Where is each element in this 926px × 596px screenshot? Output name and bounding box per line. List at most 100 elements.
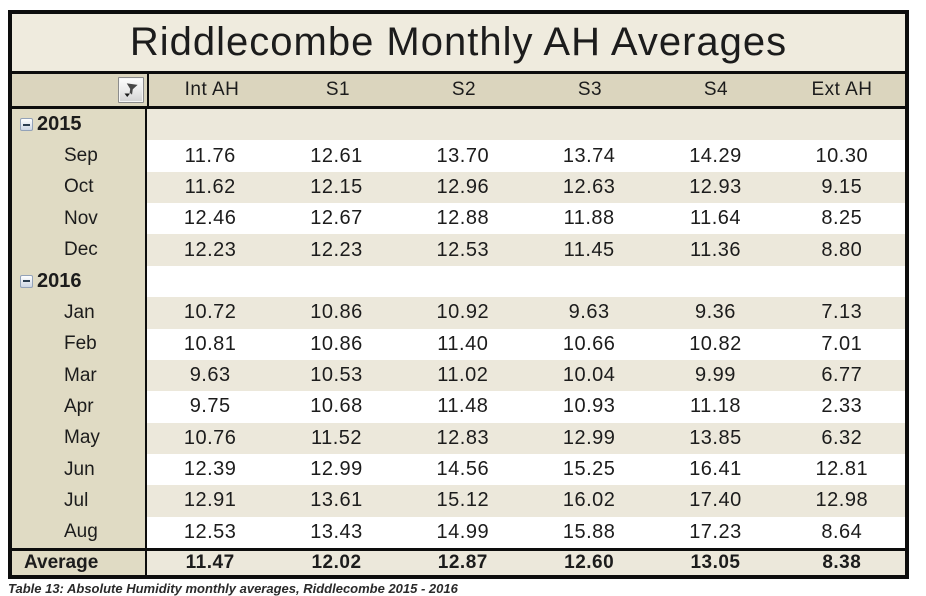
data-cell: 12.53 — [183, 520, 237, 543]
data-cell: 12.15 — [310, 175, 363, 198]
column-header-s3: S3 — [577, 79, 603, 100]
funnel-icon — [122, 81, 140, 99]
data-cell: 11.64 — [689, 207, 742, 230]
data-cell: 2.33 — [821, 395, 863, 418]
data-cell — [273, 109, 399, 140]
data-cell: 9.99 — [695, 364, 736, 387]
data-cell — [779, 109, 905, 140]
group-label-2016: 2016 — [12, 265, 147, 298]
data-cell: 10.04 — [562, 364, 616, 387]
data-cell: 12.99 — [562, 426, 616, 449]
table-row-sep: Sep 11.76 12.61 13.70 13.74 14.29 10.30 — [12, 140, 905, 172]
data-cell: 11.45 — [563, 238, 615, 261]
data-cell: 10.30 — [815, 144, 869, 167]
row-label-mar: Mar — [12, 359, 147, 392]
table-row-apr: Apr 9.75 10.68 11.48 10.93 11.18 2.33 — [12, 391, 905, 423]
minus-box-icon — [23, 123, 30, 126]
data-cell: 14.99 — [436, 520, 490, 543]
data-cell — [526, 109, 652, 140]
data-cell: 12.23 — [183, 238, 237, 261]
data-cell: 9.75 — [189, 395, 231, 418]
table-row-jul: Jul 12.91 13.61 15.12 16.02 17.40 12.98 — [12, 485, 905, 517]
data-cell — [526, 266, 652, 297]
collapse-button-2016[interactable] — [20, 274, 33, 288]
row-cells: 10.76 11.52 12.83 12.99 13.85 6.32 — [147, 422, 905, 454]
group-row-2016: 2016 — [12, 265, 905, 298]
table-title-band: Riddlecombe Monthly AH Averages — [12, 14, 905, 74]
table-row-may: May 10.76 11.52 12.83 12.99 13.85 6.32 — [12, 422, 905, 454]
minus-box-icon — [23, 280, 30, 283]
data-cell: 11.88 — [563, 207, 615, 230]
data-cell: 11.48 — [437, 395, 489, 418]
data-cell: 12.67 — [310, 207, 363, 230]
data-cell: 8.25 — [821, 207, 863, 230]
group-label-2015: 2015 — [12, 109, 147, 141]
row-cells: 12.39 12.99 14.56 15.25 16.41 12.81 — [147, 453, 905, 486]
data-cell: 10.93 — [562, 395, 616, 418]
data-cell: 10.66 — [562, 332, 616, 355]
average-cell: 12.60 — [564, 552, 615, 573]
column-header-int-ah: Int AH — [184, 79, 240, 100]
row-label-feb: Feb — [12, 328, 147, 360]
pivot-table: Riddlecombe Monthly AH Averages Int AH S1… — [8, 10, 909, 579]
header-row: Int AH S1 S2 S3 S4 Ext AH — [12, 74, 905, 109]
table-row-aug: Aug 12.53 13.43 14.99 15.88 17.23 8.64 — [12, 516, 905, 549]
data-cell: 9.63 — [568, 301, 610, 324]
table-caption: Table 13: Absolute Humidity monthly aver… — [8, 581, 458, 596]
data-cell: 13.70 — [436, 144, 490, 167]
data-cell: 12.81 — [815, 458, 869, 481]
data-cell: 12.88 — [436, 207, 490, 230]
data-cell: 13.61 — [310, 489, 363, 512]
table-row-jan: Jan 10.72 10.86 10.92 9.63 9.36 7.13 — [12, 297, 905, 329]
row-cells: 12.53 13.43 14.99 15.88 17.23 8.64 — [147, 516, 905, 549]
data-cell: 17.23 — [689, 520, 742, 543]
data-cell: 14.56 — [436, 458, 490, 481]
data-cell: 13.74 — [562, 144, 616, 167]
row-label-aug: Aug — [12, 516, 147, 549]
collapse-button-2015[interactable] — [20, 118, 33, 132]
column-header-s1: S1 — [325, 79, 351, 100]
row-label-jul: Jul — [12, 485, 147, 517]
data-cell: 12.23 — [310, 238, 363, 261]
data-cell: 11.76 — [184, 144, 236, 167]
row-cells — [147, 265, 905, 298]
data-cell: 11.40 — [437, 332, 489, 355]
average-cell: 12.02 — [311, 552, 362, 573]
row-label-dec: Dec — [12, 234, 147, 266]
column-header-s2: S2 — [451, 79, 477, 100]
row-label-jun: Jun — [12, 453, 147, 486]
data-cell: 16.41 — [689, 458, 742, 481]
data-cell — [652, 266, 778, 297]
data-cell: 10.82 — [689, 332, 742, 355]
data-cell: 12.91 — [183, 489, 237, 512]
data-cell: 6.77 — [821, 364, 863, 387]
data-cell: 6.32 — [821, 426, 863, 449]
row-cells: 11.76 12.61 13.70 13.74 14.29 10.30 — [147, 140, 905, 172]
row-label-nov: Nov — [12, 203, 147, 235]
data-cell: 10.81 — [183, 332, 237, 355]
data-cell: 12.93 — [689, 175, 742, 198]
data-cell: 10.53 — [310, 364, 363, 387]
data-cell: 12.98 — [815, 489, 869, 512]
table-row-oct: Oct 11.62 12.15 12.96 12.63 12.93 9.15 — [12, 171, 905, 204]
data-cell: 10.92 — [436, 301, 490, 324]
filter-button[interactable] — [118, 77, 144, 103]
data-cell: 9.36 — [695, 301, 736, 324]
data-cell: 11.18 — [689, 395, 742, 418]
data-cell: 10.72 — [183, 301, 237, 324]
group-row-2015: 2015 — [12, 109, 905, 141]
average-row-label: Average — [12, 551, 147, 575]
average-cell: 8.38 — [822, 552, 862, 573]
row-cells — [147, 109, 905, 141]
column-header-ext-ah: Ext AH — [811, 79, 873, 100]
data-cell: 13.43 — [310, 520, 363, 543]
data-cell — [147, 109, 273, 140]
data-cell: 10.86 — [310, 332, 363, 355]
data-cell: 11.36 — [689, 238, 742, 261]
data-cell: 12.53 — [436, 238, 490, 261]
row-cells: 9.63 10.53 11.02 10.04 9.99 6.77 — [147, 359, 905, 392]
table-body: 2015 Sep 11.76 12.61 13.70 13.74 14.29 10.30 Oct… — [12, 109, 905, 549]
table-row-jun: Jun 12.39 12.99 14.56 15.25 16.41 12.81 — [12, 453, 905, 486]
data-cell — [400, 266, 526, 297]
data-cell: 12.46 — [183, 207, 237, 230]
